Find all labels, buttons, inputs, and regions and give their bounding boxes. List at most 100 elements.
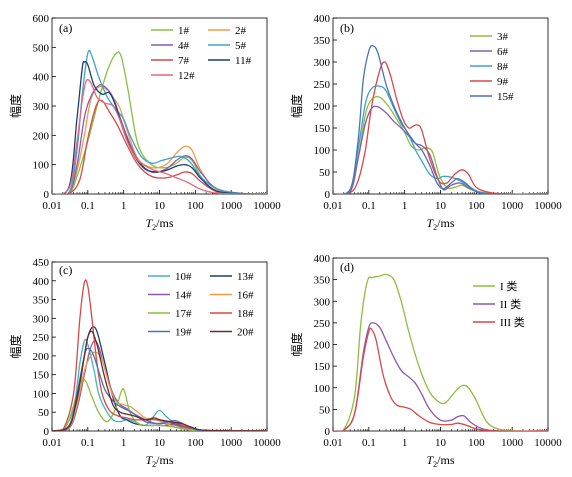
- x-tick-label: 10000: [253, 437, 281, 449]
- legend-label: 14#: [175, 290, 192, 302]
- x-tick-label: 1: [402, 200, 408, 212]
- plot-frame: [51, 261, 268, 432]
- y-tick-label: 50: [319, 404, 331, 416]
- legend-label: 7#: [178, 55, 190, 67]
- legend-label: 4#: [178, 40, 190, 52]
- x-tick-label: 0.1: [81, 437, 95, 449]
- legend-label: 11#: [235, 55, 252, 67]
- x-tick-label: 0.01: [323, 437, 342, 449]
- y-tick-label: 600: [33, 13, 50, 25]
- x-tick-label: 100: [468, 437, 485, 449]
- x-tick-label: 0.01: [42, 200, 61, 212]
- y-tick-label: 150: [314, 123, 331, 135]
- series-line-19#: [52, 347, 267, 431]
- legend-label: 1#: [178, 25, 190, 37]
- series-line-20#: [52, 330, 267, 431]
- y-tick-label: 50: [38, 407, 50, 419]
- y-tick-label: 100: [33, 160, 50, 172]
- series-line-5#: [52, 49, 267, 194]
- x-tick-label: 10: [154, 437, 166, 449]
- y-tick-label: 0: [44, 189, 50, 201]
- y-tick-label: 400: [314, 253, 331, 265]
- panel-label: (a): [59, 21, 72, 35]
- x-tick-label: 0.01: [42, 437, 61, 449]
- series-line-9#: [333, 61, 548, 194]
- x-tick-label: 100: [468, 200, 485, 212]
- series-line-14#: [52, 340, 267, 431]
- x-axis-title: T2/ms: [145, 216, 173, 232]
- legend-label: 16#: [237, 290, 254, 302]
- legend-label: 9#: [497, 76, 509, 88]
- y-tick-label: 200: [33, 130, 50, 142]
- y-tick-label: 300: [33, 313, 50, 325]
- chart-panel-a: 0 100 200 300 400 500 600 0.01 0.1 1 10 100 1000 1000…: [8, 13, 281, 232]
- legend-label: 2#: [235, 25, 247, 37]
- x-axis-title: T2/ms: [426, 216, 454, 232]
- series-line-15#: [333, 44, 548, 194]
- legend-label: II 类: [500, 297, 521, 311]
- chart-panel-b: 0 50 100 150 200 250 300 350 400 0.01 0.1 1 10 100 100…: [289, 13, 562, 232]
- x-tick-label: 10: [435, 200, 447, 212]
- x-tick-label: 0.01: [323, 200, 342, 212]
- legend-label: III 类: [500, 315, 525, 329]
- series-line-4#: [52, 84, 267, 194]
- x-tick-label: 0.1: [81, 200, 95, 212]
- x-tick-label: 10: [154, 200, 166, 212]
- legend-label: I 类: [500, 279, 517, 293]
- series-line-18#: [52, 279, 267, 431]
- y-tick-label: 400: [33, 72, 50, 84]
- y-tick-label: 0: [325, 189, 331, 201]
- x-axis-title: T2/ms: [145, 453, 173, 469]
- x-tick-label: 10000: [534, 200, 562, 212]
- y-tick-label: 200: [314, 340, 331, 352]
- panel-label: (b): [340, 21, 354, 35]
- legend-label: 8#: [497, 61, 509, 73]
- y-tick-label: 150: [314, 361, 331, 373]
- y-axis-title: 幅度: [289, 94, 304, 118]
- y-tick-label: 100: [314, 383, 331, 395]
- series-line-2#: [52, 85, 267, 194]
- y-tick-label: 0: [44, 426, 50, 438]
- series-line-7#: [52, 99, 267, 194]
- y-tick-label: 250: [314, 318, 331, 330]
- y-tick-label: 350: [314, 275, 331, 287]
- y-tick-label: 400: [33, 276, 50, 288]
- y-tick-label: 500: [33, 42, 50, 54]
- series-line-12#: [52, 78, 267, 194]
- series-line-8#: [333, 85, 548, 194]
- y-tick-label: 400: [314, 13, 331, 25]
- legend-label: 5#: [235, 40, 247, 52]
- panel-label: (c): [59, 263, 72, 277]
- y-tick-label: 200: [314, 101, 331, 113]
- y-tick-label: 350: [33, 295, 50, 307]
- x-axis-title: T2/ms: [426, 453, 454, 469]
- series-line-III 类: [333, 327, 548, 431]
- y-tick-label: 250: [33, 332, 50, 344]
- x-tick-label: 1000: [220, 200, 243, 212]
- y-tick-label: 300: [314, 296, 331, 308]
- x-tick-label: 10000: [253, 200, 281, 212]
- y-tick-label: 50: [319, 167, 331, 179]
- x-tick-label: 0.1: [362, 437, 376, 449]
- y-tick-label: 250: [314, 79, 331, 91]
- x-tick-label: 1: [402, 437, 408, 449]
- x-tick-label: 1000: [501, 437, 524, 449]
- y-tick-label: 150: [33, 370, 50, 382]
- x-tick-label: 1: [121, 200, 127, 212]
- y-axis-title: 幅度: [8, 94, 23, 118]
- y-tick-label: 350: [314, 35, 331, 47]
- x-tick-label: 1: [121, 437, 127, 449]
- legend-label: 3#: [497, 31, 509, 43]
- y-tick-label: 0: [325, 426, 331, 438]
- y-tick-label: 200: [33, 351, 50, 363]
- legend-label: 17#: [175, 308, 192, 320]
- legend-label: 10#: [175, 271, 192, 283]
- legend-label: 19#: [175, 327, 192, 339]
- x-tick-label: 100: [187, 437, 204, 449]
- series-line-3#: [333, 95, 548, 194]
- y-tick-label: 300: [33, 101, 50, 113]
- series-line-II 类: [333, 322, 548, 431]
- series-line-I 类: [333, 273, 548, 431]
- y-tick-label: 300: [314, 57, 331, 69]
